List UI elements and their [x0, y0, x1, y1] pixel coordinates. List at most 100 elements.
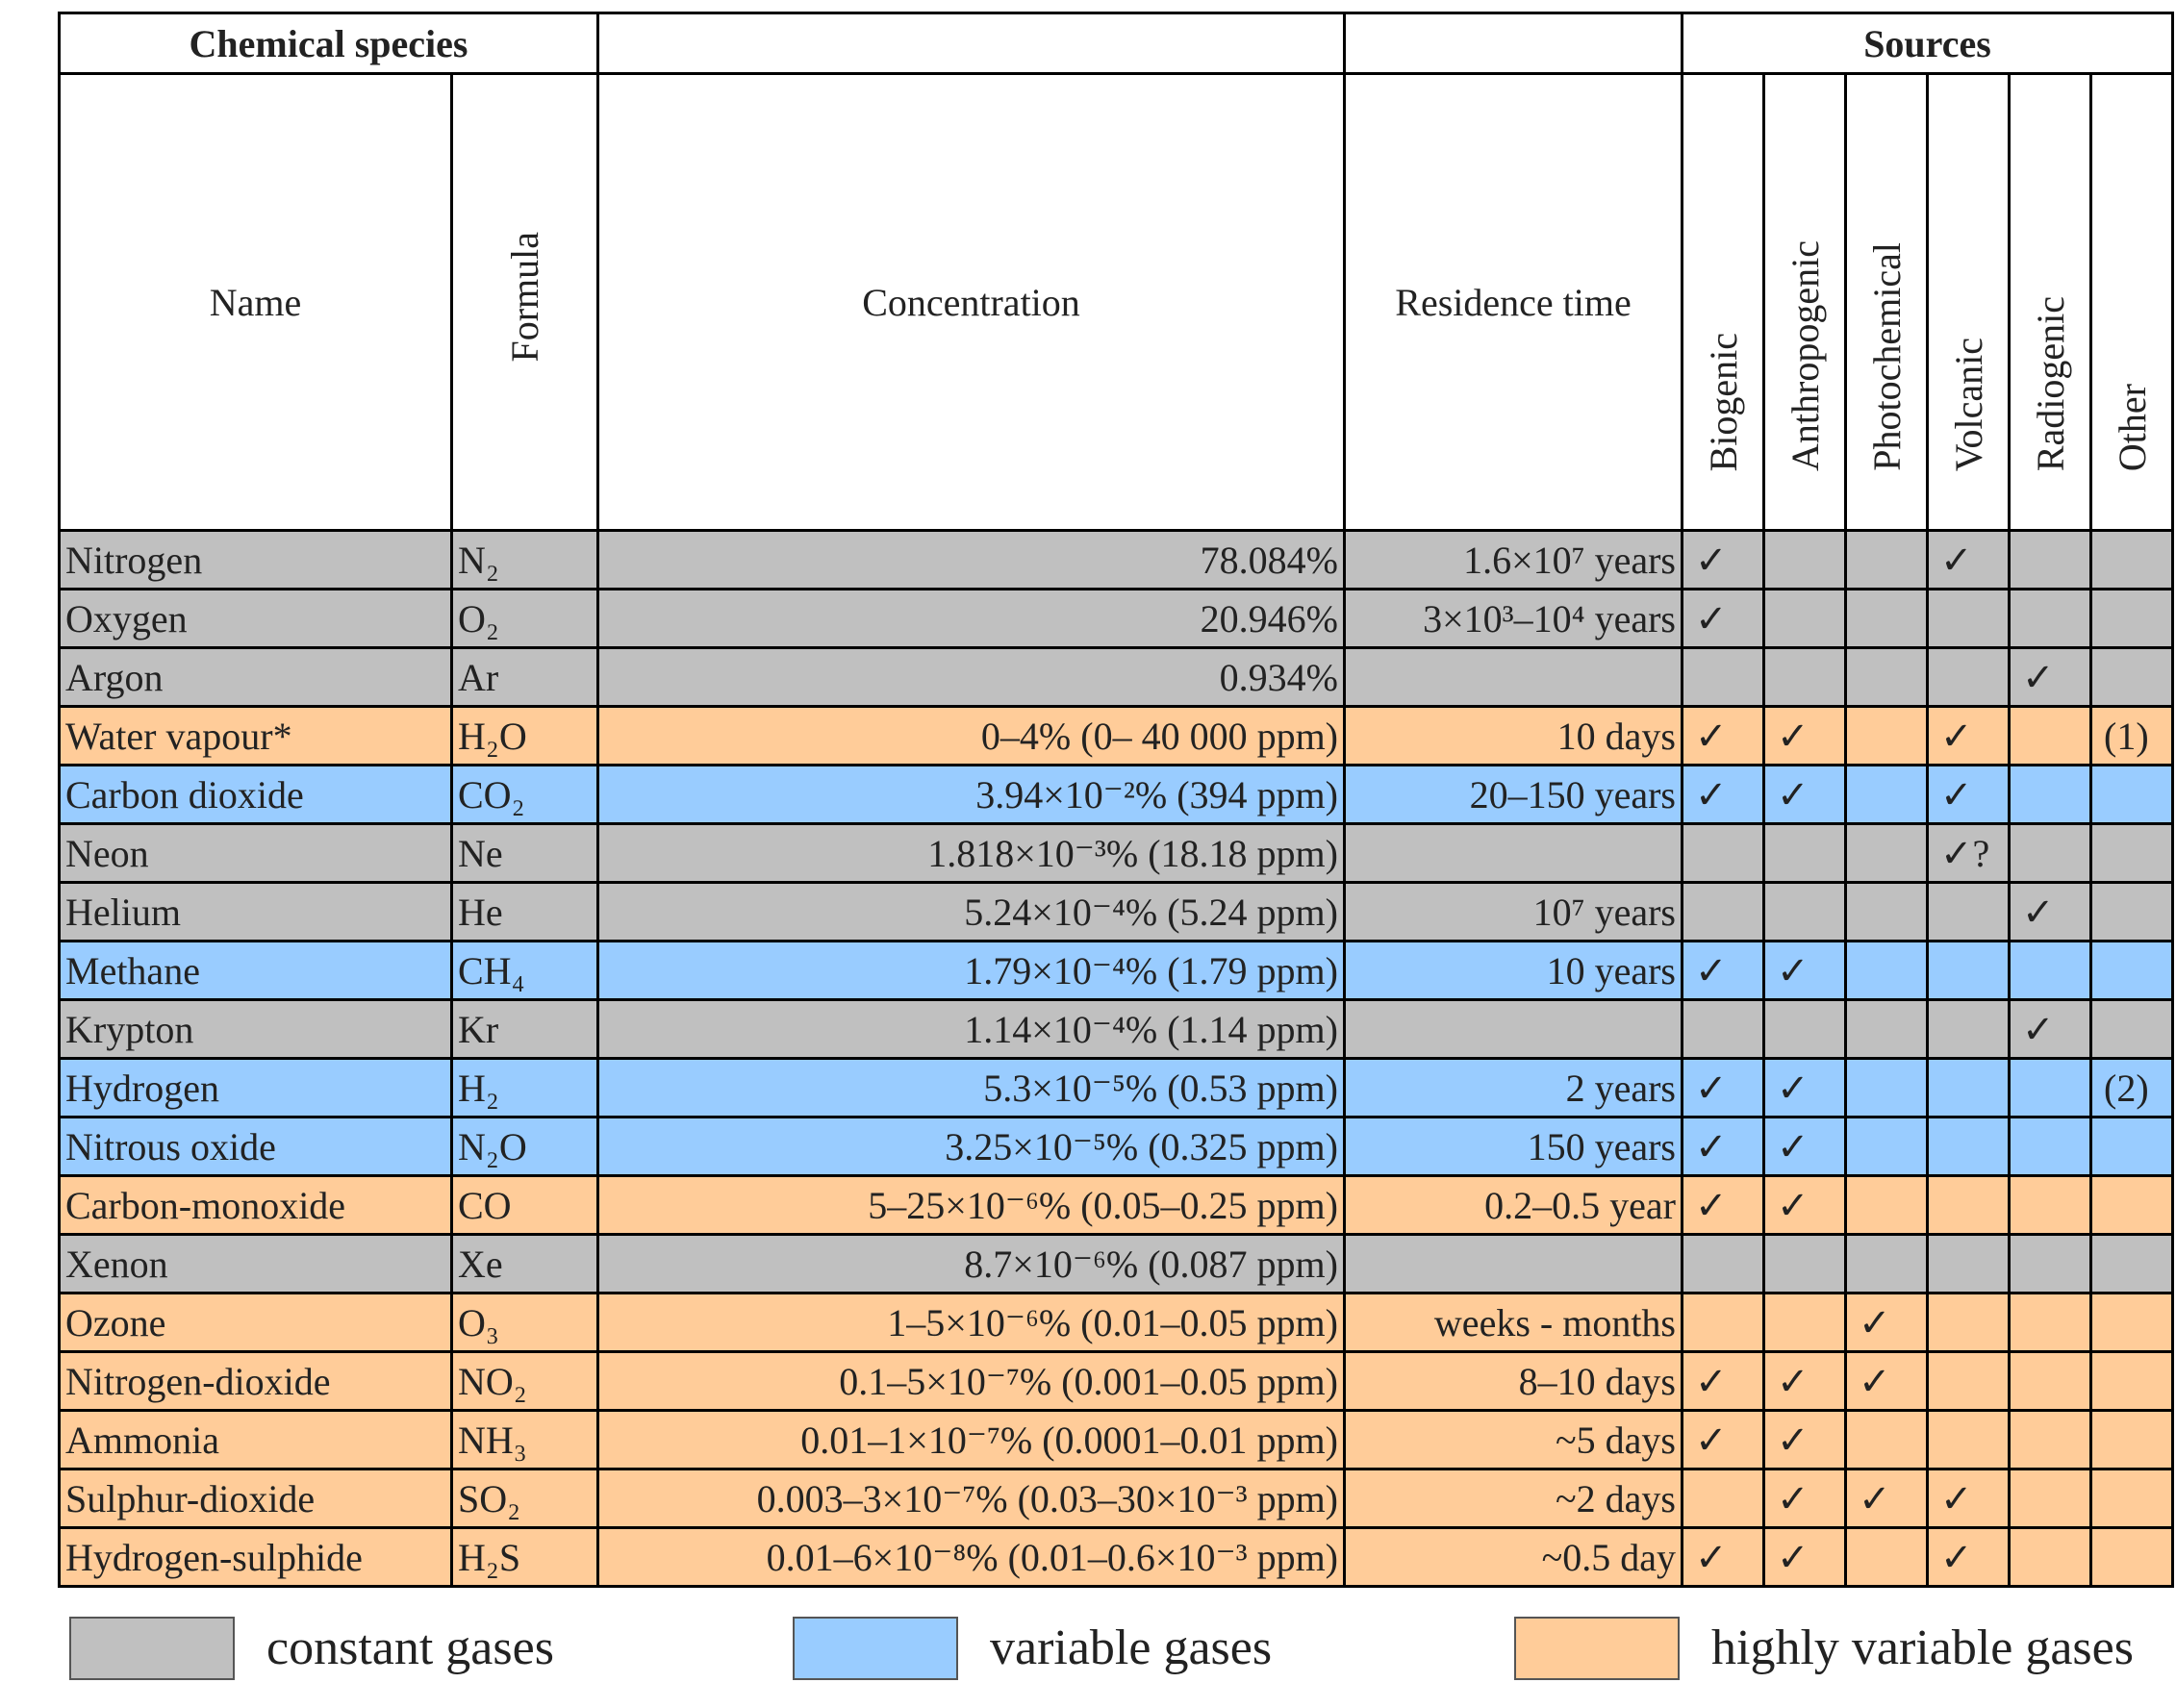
- source-cell: [2008, 1233, 2092, 1294]
- source-cell: ✓: [1762, 1174, 1847, 1236]
- concentration-cell: 1.818×10⁻³% (18.18 ppm): [596, 822, 1346, 884]
- formula-cell: H₂S: [450, 1526, 599, 1588]
- concentration-cell: 0.003–3×10⁻⁷% (0.03–30×10⁻³ ppm): [596, 1468, 1346, 1529]
- name-cell: Argon: [58, 646, 453, 708]
- source-cell: ✓: [1681, 705, 1765, 766]
- source-cell: [2089, 588, 2174, 649]
- name-cell: Oxygen: [58, 588, 453, 649]
- source-cell: [1844, 822, 1929, 884]
- source-cell: ✓: [1844, 1292, 1929, 1353]
- source-cell: [2089, 998, 2174, 1060]
- source-header: Radiogenic: [2008, 72, 2092, 532]
- source-cell: [2008, 1292, 2092, 1353]
- column-header: Formula: [450, 72, 599, 532]
- source-cell: ✓: [1681, 764, 1765, 825]
- legend-label: variable gases: [990, 1620, 1273, 1675]
- formula-cell: He: [450, 881, 599, 942]
- formula-cell: N₂: [450, 529, 599, 590]
- residence-time-cell: 1.6×10⁷ years: [1343, 529, 1683, 590]
- data-row: Krypton Kr 1.14×10⁻⁴% (1.14 ppm) ✓: [58, 998, 2174, 1060]
- source-cell: [2008, 1468, 2092, 1529]
- source-cell: [2089, 1233, 2174, 1294]
- header-cell: [596, 12, 1346, 75]
- source-cell: [1926, 1174, 2011, 1236]
- residence-time-cell: 10⁷ years: [1343, 881, 1683, 942]
- source-cell: [1762, 998, 1847, 1060]
- data-row: Helium He 5.24×10⁻⁴% (5.24 ppm) 10⁷ years ✓: [58, 881, 2174, 942]
- source-cell: [1681, 998, 1765, 1060]
- data-row: Neon Ne 1.818×10⁻³% (18.18 ppm) ✓?: [58, 822, 2174, 884]
- source-cell: [1926, 588, 2011, 649]
- residence-time-cell: 150 years: [1343, 1116, 1683, 1177]
- name-cell: Neon: [58, 822, 453, 884]
- concentration-cell: 5.24×10⁻⁴% (5.24 ppm): [596, 881, 1346, 942]
- source-cell: [1762, 1292, 1847, 1353]
- residence-time-cell: 10 days: [1343, 705, 1683, 766]
- name-cell: Nitrogen: [58, 529, 453, 590]
- data-row: Ammonia NH₃ 0.01–1×10⁻⁷% (0.0001–0.01 ppm)…: [58, 1409, 2174, 1470]
- data-row: Argon Ar 0.934% ✓: [58, 646, 2174, 708]
- source-cell: ✓: [1844, 1468, 1929, 1529]
- data-row: Nitrogen N₂ 78.084% 1.6×10⁷ years ✓ ✓: [58, 529, 2174, 590]
- source-cell: [1844, 588, 1929, 649]
- name-cell: Nitrous oxide: [58, 1116, 453, 1177]
- data-row: Hydrogen-sulphide H₂S 0.01–6×10⁻⁸% (0.01–0…: [58, 1526, 2174, 1588]
- source-cell: [1844, 1057, 1929, 1118]
- source-cell: [1844, 1233, 1929, 1294]
- source-cell: [2008, 764, 2092, 825]
- residence-time-cell: 20–150 years: [1343, 764, 1683, 825]
- concentration-cell: 0.1–5×10⁻⁷% (0.001–0.05 ppm): [596, 1350, 1346, 1412]
- name-cell: Sulphur-dioxide: [58, 1468, 453, 1529]
- legend-label: constant gases: [266, 1620, 554, 1675]
- source-cell: [1681, 822, 1765, 884]
- formula-cell: CO₂: [450, 764, 599, 825]
- source-cell: [1762, 588, 1847, 649]
- data-row: Nitrogen-dioxide NO₂ 0.1–5×10⁻⁷% (0.001–0.…: [58, 1350, 2174, 1412]
- name-cell: Methane: [58, 940, 453, 1001]
- concentration-cell: 0.01–1×10⁻⁷% (0.0001–0.01 ppm): [596, 1409, 1346, 1470]
- source-cell: ✓: [2008, 998, 2092, 1060]
- source-cell: ✓?: [1926, 822, 2011, 884]
- column-header: Name: [58, 72, 453, 532]
- source-cell: [1681, 646, 1765, 708]
- source-cell: [2089, 1292, 2174, 1353]
- source-cell: [2089, 529, 2174, 590]
- source-cell: ✓: [1762, 1526, 1847, 1588]
- source-cell: [2008, 822, 2092, 884]
- concentration-cell: 78.084%: [596, 529, 1346, 590]
- source-cell: ✓: [1926, 764, 2011, 825]
- source-cell: ✓: [1681, 1116, 1765, 1177]
- source-cell: [2008, 940, 2092, 1001]
- concentration-cell: 0.01–6×10⁻⁸% (0.01–0.6×10⁻³ ppm): [596, 1526, 1346, 1588]
- data-row: Carbon-monoxide CO 5–25×10⁻⁶% (0.05–0.25 p…: [58, 1174, 2174, 1236]
- source-cell: ✓: [1762, 940, 1847, 1001]
- name-cell: Water vapour*: [58, 705, 453, 766]
- residence-time-cell: weeks - months: [1343, 1292, 1683, 1353]
- source-cell: [1681, 881, 1765, 942]
- source-cell: [1926, 1233, 2011, 1294]
- legend-swatch: [793, 1617, 958, 1680]
- name-cell: Hydrogen-sulphide: [58, 1526, 453, 1588]
- name-cell: Nitrogen-dioxide: [58, 1350, 453, 1412]
- concentration-cell: 8.7×10⁻⁶% (0.087 ppm): [596, 1233, 1346, 1294]
- source-cell: ✓: [1681, 1526, 1765, 1588]
- data-row: Sulphur-dioxide SO₂ 0.003–3×10⁻⁷% (0.03–30…: [58, 1468, 2174, 1529]
- name-cell: Carbon-monoxide: [58, 1174, 453, 1236]
- source-label: Other: [2110, 383, 2154, 471]
- source-cell: ✓: [1926, 705, 2011, 766]
- source-cell: [1844, 940, 1929, 1001]
- name-cell: Carbon dioxide: [58, 764, 453, 825]
- source-cell: [1844, 705, 1929, 766]
- source-cell: ✓: [1681, 1174, 1765, 1236]
- source-cell: [2008, 1526, 2092, 1588]
- source-cell: [2089, 1350, 2174, 1412]
- source-label: Biogenic: [1701, 332, 1745, 471]
- source-cell: [2089, 822, 2174, 884]
- source-header: Other: [2089, 72, 2174, 532]
- source-cell: ✓: [1681, 1409, 1765, 1470]
- source-cell: [1681, 1292, 1765, 1353]
- source-cell: ✓: [2008, 646, 2092, 708]
- source-cell: ✓: [1844, 1350, 1929, 1412]
- source-cell: [1926, 1409, 2011, 1470]
